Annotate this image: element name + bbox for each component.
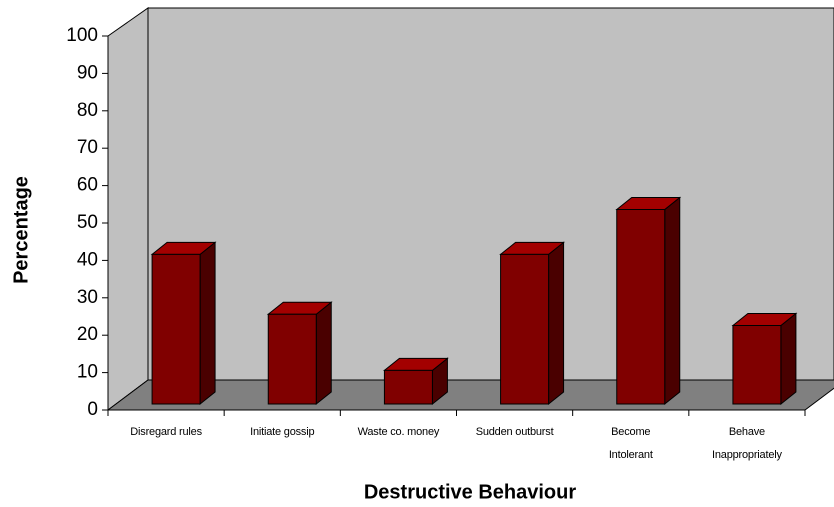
bar-side (780, 312, 797, 406)
x-tick-label: Become Intolerant (608, 426, 653, 461)
y-tick-label: 100 (66, 25, 98, 46)
y-tick-label: 20 (77, 324, 98, 345)
x-tick-label: Sudden outburst (475, 426, 554, 438)
bar-side (199, 241, 216, 406)
y-tick-label: 40 (77, 249, 98, 270)
x-tick-label: Initiate gossip (250, 426, 315, 438)
y-tick-label: 0 (87, 399, 98, 420)
bar (150, 241, 217, 406)
bar-side (664, 196, 681, 406)
side-wall (107, 7, 149, 411)
bar-front (151, 253, 201, 405)
bar-side (315, 301, 332, 406)
floor (106, 379, 834, 411)
x-tick-label: Waste co. money (357, 426, 440, 438)
bar-front (616, 209, 666, 405)
bar (266, 301, 333, 406)
y-tick-label: 60 (77, 175, 98, 196)
bar-front (267, 313, 317, 405)
x-axis-title: Destructive Behaviour (364, 481, 577, 503)
bar-front (383, 369, 433, 405)
y-tick-label: 30 (77, 287, 98, 308)
y-axis-title: Percentage (10, 176, 32, 284)
bar (731, 312, 798, 406)
bar-front (732, 324, 782, 405)
bar-front (500, 253, 550, 405)
back-wall (147, 7, 834, 381)
bar (615, 196, 682, 406)
x-tick-label: Disregard rules (130, 426, 202, 438)
y-tick-label: 10 (77, 362, 98, 383)
y-tick-label: 70 (77, 137, 98, 158)
bar (499, 241, 566, 406)
y-tick-label: 50 (77, 212, 98, 233)
y-tick-label: 80 (77, 100, 98, 121)
y-tick-label: 90 (77, 62, 98, 83)
bar-side (548, 241, 565, 406)
bar (382, 357, 449, 406)
x-tick-label: Behave Inappropriately (712, 426, 782, 461)
